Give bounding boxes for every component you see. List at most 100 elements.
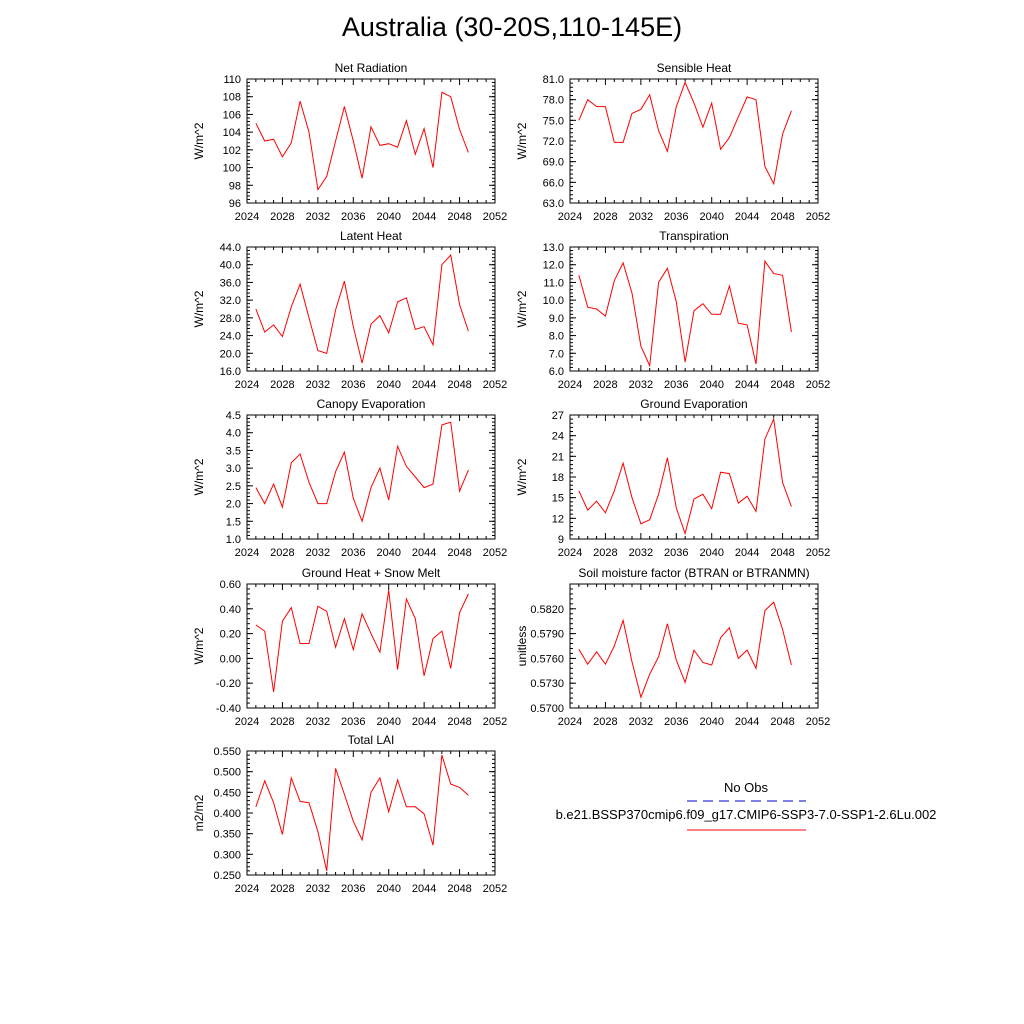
plot-frame xyxy=(569,78,819,204)
y-tick-label: 21 xyxy=(552,451,564,463)
y-tick-label: 24 xyxy=(552,431,564,443)
x-tick-label: 2032 xyxy=(306,379,330,391)
y-tick-label: 0.5820 xyxy=(530,604,564,616)
y-tick-label: 2.5 xyxy=(226,481,241,493)
x-tick-label: 2032 xyxy=(306,716,330,728)
panel-title: Ground Heat + Snow Melt xyxy=(302,566,441,580)
x-tick-label: 2032 xyxy=(306,211,330,223)
y-tick-label: 0.5790 xyxy=(530,629,564,641)
x-tick-label: 2052 xyxy=(483,547,507,559)
y-tick-label: 2.0 xyxy=(226,499,241,511)
y-tick-label: 0.500 xyxy=(213,767,241,779)
series-line-model xyxy=(578,601,792,699)
y-tick-label: 100 xyxy=(223,163,241,175)
panel-latent-heat: Latent Heat W/m^2 2024 2028 2032 2036 2040 2044… xyxy=(192,229,507,391)
x-tick-label: 2052 xyxy=(806,211,830,223)
y-tick-label: 0.550 xyxy=(213,746,241,758)
series-line-model xyxy=(255,590,469,692)
y-axis-label: unitless xyxy=(515,626,529,667)
x-tick-label: 2048 xyxy=(447,716,471,728)
x-tick-label: 2040 xyxy=(376,379,400,391)
panel-title: Net Radiation xyxy=(335,61,408,75)
panel-title: Total LAI xyxy=(348,733,395,747)
x-tick-label: 2044 xyxy=(412,379,436,391)
x-tick-label: 2036 xyxy=(664,379,688,391)
y-tick-label: 36.0 xyxy=(220,277,241,289)
x-tick-label: 2024 xyxy=(235,547,259,559)
y-axis-label: W/m^2 xyxy=(515,458,529,495)
y-tick-label: 12.0 xyxy=(543,260,564,272)
x-tick-label: 2028 xyxy=(270,547,294,559)
x-tick-label: 2028 xyxy=(593,379,617,391)
series-line-model xyxy=(255,421,469,523)
plot-frame xyxy=(246,246,496,372)
x-tick-label: 2048 xyxy=(770,379,794,391)
plot-frame xyxy=(246,78,496,204)
panel-canopy-evaporation: Canopy Evaporation W/m^2 2024 2028 2032 2036 2… xyxy=(192,397,507,559)
x-tick-label: 2024 xyxy=(558,211,582,223)
y-tick-label: 40.0 xyxy=(220,260,241,272)
plot-frame xyxy=(246,750,496,876)
panel-title: Transpiration xyxy=(659,229,729,243)
x-tick-label: 2052 xyxy=(483,883,507,895)
x-tick-label: 2044 xyxy=(735,211,759,223)
x-tick-label: 2024 xyxy=(558,547,582,559)
x-tick-label: 2048 xyxy=(447,547,471,559)
y-axis-label: W/m^2 xyxy=(192,122,206,159)
y-tick-label: 0.400 xyxy=(213,808,241,820)
x-tick-label: 2048 xyxy=(447,211,471,223)
panel-title: Ground Evaporation xyxy=(640,397,747,411)
x-tick-label: 2040 xyxy=(699,547,723,559)
x-tick-label: 2024 xyxy=(235,379,259,391)
panel-transpiration: Transpiration W/m^2 2024 2028 2032 2036 2040 20… xyxy=(515,229,830,391)
y-tick-label: 69.0 xyxy=(543,157,564,169)
x-tick-label: 2024 xyxy=(558,379,582,391)
x-tick-label: 2052 xyxy=(806,379,830,391)
y-tick-label: 3.0 xyxy=(226,463,241,475)
x-tick-label: 2044 xyxy=(735,716,759,728)
x-tick-label: 2040 xyxy=(699,211,723,223)
y-tick-label: 66.0 xyxy=(543,177,564,189)
x-tick-label: 2052 xyxy=(483,211,507,223)
x-tick-label: 2028 xyxy=(270,211,294,223)
x-tick-label: 2048 xyxy=(770,211,794,223)
x-tick-label: 2040 xyxy=(699,716,723,728)
panel-title: Latent Heat xyxy=(340,229,403,243)
y-tick-label: 20.0 xyxy=(220,348,241,360)
x-tick-label: 2052 xyxy=(806,716,830,728)
y-tick-label: 0.5760 xyxy=(530,653,564,665)
x-tick-label: 2028 xyxy=(270,716,294,728)
y-tick-label: -0.20 xyxy=(216,678,241,690)
y-tick-label: 78.0 xyxy=(543,95,564,107)
x-tick-label: 2028 xyxy=(270,379,294,391)
series-line-model xyxy=(578,81,792,186)
y-tick-label: 104 xyxy=(223,127,241,139)
y-tick-label: 72.0 xyxy=(543,136,564,148)
y-axis-label: W/m^2 xyxy=(192,458,206,495)
y-tick-label: 0.5700 xyxy=(530,703,564,715)
plot-frame xyxy=(569,583,819,709)
y-axis-label: W/m^2 xyxy=(192,627,206,664)
panel-net-radiation: Net Radiation W/m^2 2024 2028 2032 2036 2040 20… xyxy=(192,61,507,223)
panel-title: Sensible Heat xyxy=(657,61,732,75)
y-tick-label: 0.60 xyxy=(220,579,241,591)
x-tick-label: 2036 xyxy=(341,716,365,728)
panel-total-lai: Total LAI m2/m2 2024 2028 2032 2036 2040 2044 20… xyxy=(192,733,507,895)
y-tick-label: 27 xyxy=(552,410,564,422)
y-tick-label: 108 xyxy=(223,92,241,104)
x-tick-label: 2044 xyxy=(412,211,436,223)
x-tick-label: 2044 xyxy=(412,883,436,895)
x-tick-label: 2040 xyxy=(376,883,400,895)
x-tick-label: 2052 xyxy=(806,547,830,559)
x-tick-label: 2028 xyxy=(593,211,617,223)
x-tick-label: 2028 xyxy=(593,716,617,728)
x-tick-label: 2036 xyxy=(341,379,365,391)
y-tick-label: 63.0 xyxy=(543,198,564,210)
x-tick-label: 2032 xyxy=(629,379,653,391)
y-tick-label: 0.20 xyxy=(220,629,241,641)
y-tick-label: -0.40 xyxy=(216,703,241,715)
y-axis-label: W/m^2 xyxy=(515,290,529,327)
y-tick-label: 102 xyxy=(223,145,241,157)
y-tick-label: 75.0 xyxy=(543,115,564,127)
